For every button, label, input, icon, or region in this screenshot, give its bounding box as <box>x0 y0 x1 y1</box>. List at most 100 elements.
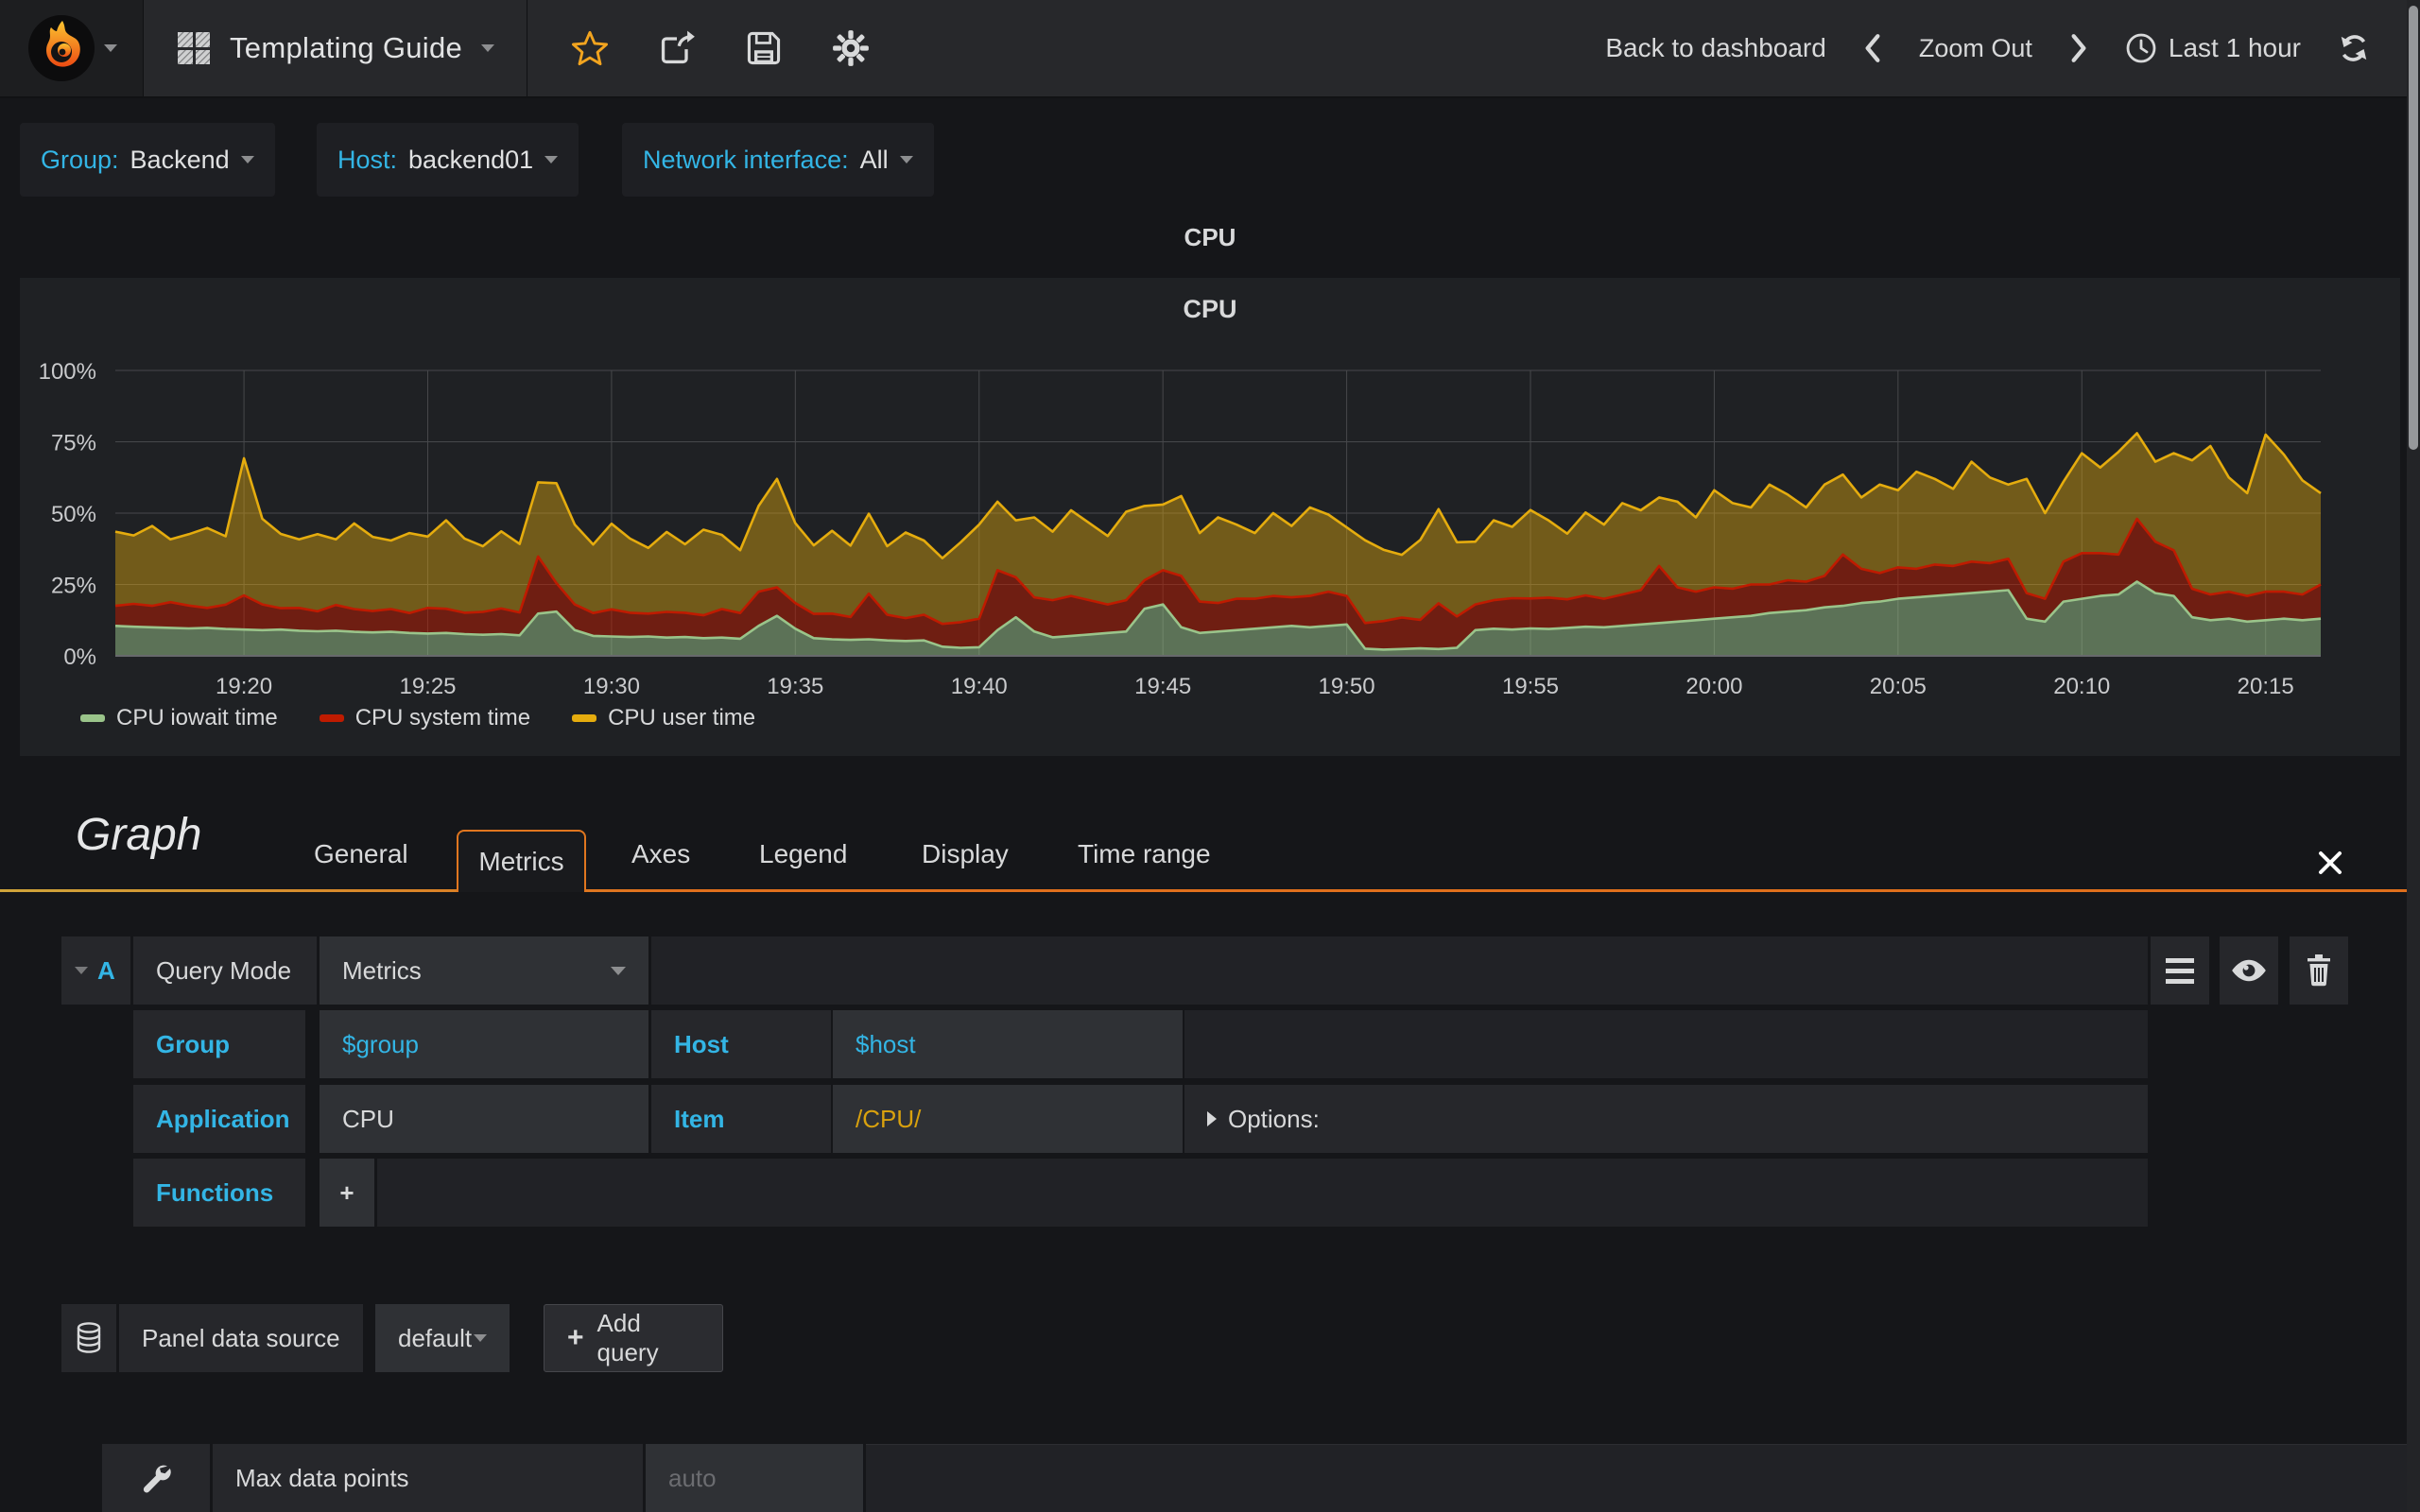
tab-display[interactable]: Display <box>922 839 1009 868</box>
graph-title: CPU <box>1183 295 1237 323</box>
panel-type-title: Graph <box>76 810 202 860</box>
application-input[interactable]: CPU <box>320 1085 648 1153</box>
svg-text:20:10: 20:10 <box>2053 674 2110 699</box>
group-input[interactable]: $group <box>320 1010 648 1078</box>
close-icon <box>2319 851 2342 874</box>
group-label-text: Group <box>156 1029 230 1058</box>
panel-header-title[interactable]: CPU <box>1184 223 1236 251</box>
tab-general[interactable]: General <box>314 839 408 868</box>
query-mode-value: Metrics <box>342 955 422 985</box>
back-to-dashboard-button[interactable]: Back to dashboard <box>1605 33 1826 62</box>
svg-text:19:55: 19:55 <box>1502 674 1559 699</box>
trash-icon <box>2308 954 2330 987</box>
menu-icon <box>2166 957 2194 984</box>
variable-network-label: Network interface: <box>643 145 849 174</box>
legend-swatch-icon <box>80 714 105 722</box>
variable-network-value: All <box>859 145 889 174</box>
variable-host-value: backend01 <box>408 145 534 174</box>
variable-group-label: Group: <box>41 145 119 174</box>
host-value: $host <box>856 1029 916 1058</box>
functions-row-filler <box>377 1159 2148 1227</box>
legend-label: CPU user time <box>608 705 756 730</box>
datasource-select[interactable]: default <box>375 1304 510 1372</box>
legend-item[interactable]: CPU system time <box>319 705 531 731</box>
group-label: Group <box>133 1010 305 1078</box>
item-input[interactable]: /CPU/ <box>833 1085 1183 1153</box>
query-toggle-visibility-button[interactable] <box>2220 936 2278 1005</box>
svg-text:50%: 50% <box>51 502 96 527</box>
query-delete-button[interactable] <box>2290 936 2348 1005</box>
add-query-button[interactable]: + Add query <box>544 1304 723 1372</box>
max-data-points-input[interactable] <box>668 1444 840 1512</box>
save-icon <box>747 31 781 65</box>
query-row-filler <box>651 936 2148 1005</box>
variable-host[interactable]: Host: backend01 <box>317 123 579 197</box>
functions-label: Functions <box>133 1159 305 1227</box>
tab-time-range[interactable]: Time range <box>1078 839 1211 868</box>
host-input[interactable]: $host <box>833 1010 1183 1078</box>
variable-group-value: Backend <box>130 145 230 174</box>
svg-text:19:45: 19:45 <box>1134 674 1191 699</box>
grafana-logo-menu[interactable] <box>0 0 144 96</box>
datasource-value: default <box>398 1323 473 1352</box>
add-query-label: Add query <box>596 1309 659 1366</box>
scrollbar-track[interactable] <box>2407 0 2420 1512</box>
legend-item[interactable]: CPU iowait time <box>80 705 278 731</box>
legend-swatch-icon <box>319 714 344 722</box>
tab-metrics[interactable]: Metrics <box>457 830 586 892</box>
dashboard-title-caret-icon <box>481 44 495 52</box>
logo-caret-icon <box>103 44 117 52</box>
tab-legend[interactable]: Legend <box>759 839 848 868</box>
host-label: Host <box>651 1010 831 1078</box>
max-data-points-field[interactable] <box>646 1444 863 1512</box>
save-button[interactable] <box>743 27 785 69</box>
settings-wrench-cell <box>102 1444 210 1512</box>
settings-button[interactable] <box>830 27 872 69</box>
close-editor-button[interactable] <box>2314 847 2346 879</box>
star-button[interactable] <box>569 27 611 69</box>
item-value: /CPU/ <box>856 1104 922 1133</box>
time-shift-left-button[interactable] <box>1862 33 1883 63</box>
share-icon <box>661 30 695 64</box>
svg-text:20:00: 20:00 <box>1685 674 1742 699</box>
query-menu-button[interactable] <box>2151 936 2209 1005</box>
svg-text:20:15: 20:15 <box>2238 674 2294 699</box>
add-function-button[interactable]: + <box>320 1159 374 1227</box>
legend-item[interactable]: CPU user time <box>572 705 755 731</box>
svg-text:0%: 0% <box>63 644 96 670</box>
tab-axes[interactable]: Axes <box>631 839 691 868</box>
tabs-underline <box>0 889 2420 892</box>
time-picker-button[interactable]: Last 1 hour <box>2125 32 2301 64</box>
svg-text:75%: 75% <box>51 431 96 456</box>
cpu-graph-panel: CPU 19:20 19:25 19:30 19:35 19:40 19:45 19:50 1… <box>20 278 2400 756</box>
navbar: Templating Guide <box>0 0 2420 98</box>
variable-group-caret-icon <box>240 156 254 163</box>
options-label: Options: <box>1228 1104 1320 1133</box>
refresh-button[interactable] <box>2337 31 2371 65</box>
star-icon <box>572 30 608 66</box>
variable-host-caret-icon <box>544 156 559 163</box>
dashboard-title: Templating Guide <box>230 31 463 64</box>
wrench-icon <box>143 1465 171 1493</box>
svg-text:19:25: 19:25 <box>399 674 456 699</box>
chart-legend: CPU iowait time CPU system time CPU user t… <box>80 705 755 731</box>
clock-icon <box>2126 33 2156 63</box>
zoom-out-button[interactable]: Zoom Out <box>1918 33 2032 62</box>
svg-text:19:30: 19:30 <box>583 674 640 699</box>
application-label-text: Application <box>156 1104 290 1133</box>
query-mode-select[interactable]: Metrics <box>320 936 648 1005</box>
host-label-text: Host <box>674 1029 729 1058</box>
scrollbar-thumb[interactable] <box>2409 6 2418 450</box>
time-shift-right-button[interactable] <box>2068 33 2089 63</box>
cpu-stacked-area-chart[interactable]: 19:20 19:25 19:30 19:35 19:40 19:45 19:50 19:55… <box>20 278 2400 756</box>
variable-network-interface[interactable]: Network interface: All <box>622 123 934 197</box>
legend-label: CPU system time <box>354 705 531 730</box>
dashboard-title-menu[interactable]: Templating Guide <box>145 0 528 96</box>
item-label: Item <box>651 1085 831 1153</box>
share-button[interactable] <box>656 27 698 69</box>
tab-metrics-label: Metrics <box>478 847 564 876</box>
variable-group[interactable]: Group: Backend <box>20 123 275 197</box>
group-value: $group <box>342 1029 419 1058</box>
options-toggle[interactable]: Options: <box>1184 1085 2148 1153</box>
query-row-collapse[interactable]: A <box>61 936 130 1005</box>
